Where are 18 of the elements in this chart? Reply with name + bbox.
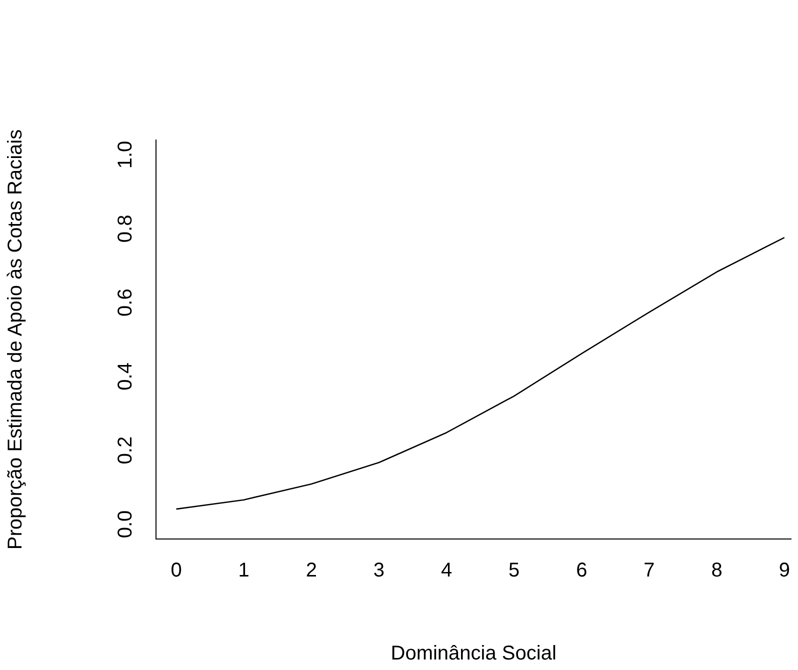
x-tick-label: 0 [170, 560, 182, 582]
y-tick-label: 0.6 [114, 288, 137, 316]
x-tick-label: 1 [238, 560, 250, 582]
x-tick-label: 4 [440, 560, 452, 582]
x-tick-label: 8 [711, 560, 722, 582]
y-tick-label: 0.0 [114, 510, 137, 538]
x-tick-label: 3 [373, 560, 385, 582]
x-axis-title: Dominância Social [390, 642, 556, 665]
x-tick-label: 5 [508, 560, 520, 582]
x-tick-label: 2 [306, 560, 317, 582]
x-tick-label: 9 [778, 560, 790, 582]
y-tick-label: 1.0 [114, 140, 137, 169]
x-tick-label: 7 [644, 560, 655, 582]
x-tick-label: 6 [576, 560, 588, 582]
y-tick-label: 0.4 [114, 362, 137, 390]
y-axis-title: Proporção Estimada de Apoio às Cotas Raciais [4, 129, 27, 550]
y-tick-label: 0.8 [114, 214, 137, 243]
y-tick-label: 0.2 [114, 436, 137, 464]
